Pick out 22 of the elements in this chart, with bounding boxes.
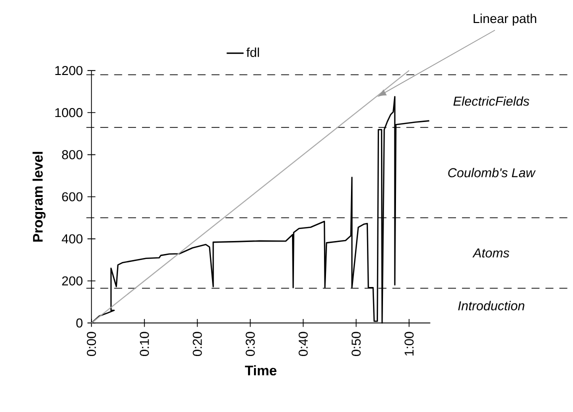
y-tick-label: 0 <box>76 318 82 328</box>
text: Introduction <box>458 300 524 310</box>
y-axis-title: Program level <box>32 152 46 242</box>
y-tick-label: 600 <box>62 192 82 202</box>
annotation: Linear path <box>474 13 536 26</box>
y-tick-label: 200 <box>62 276 82 286</box>
text: ElectricFields <box>453 96 530 106</box>
y-tick-label: 400 <box>62 234 82 244</box>
text: Coulomb's Law <box>448 168 536 178</box>
x-tick-label: 1:00 <box>404 332 414 356</box>
text: Atoms <box>472 248 510 258</box>
y-tick-label: 1200 <box>55 66 82 75</box>
y-tick-label: 1000 <box>55 108 82 117</box>
x-tick-label: 0:30 <box>246 332 255 356</box>
legend-label: fdl <box>246 47 259 57</box>
y-tick-label: 800 <box>62 150 82 160</box>
x-tick-label: 0:00 <box>86 332 96 356</box>
x-tick-label: 0:10 <box>140 332 149 356</box>
x-axis-title: Time <box>244 365 276 376</box>
x-tick-label: 0:40 <box>298 332 308 356</box>
x-tick-label: 0:20 <box>192 332 202 356</box>
x-tick-label: 0:50 <box>352 332 361 356</box>
